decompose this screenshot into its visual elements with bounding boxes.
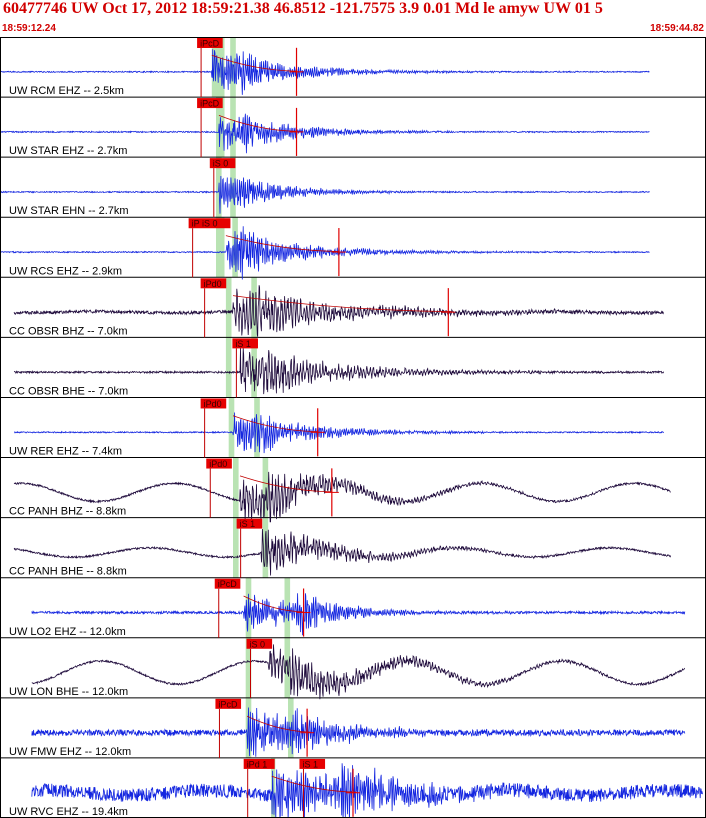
waveform-trace — [13, 528, 672, 576]
pick-flag[interactable] — [200, 398, 227, 409]
panel-background — [0, 37, 706, 818]
trace-label: CC OBSR BHE -- 7.0km — [9, 385, 128, 397]
coda-envelope — [271, 775, 357, 793]
waveform-trace — [31, 763, 703, 818]
pick-flag[interactable] — [200, 278, 227, 289]
pick-label: iPcD — [200, 39, 220, 49]
waveform-trace — [14, 412, 664, 454]
trace-label: UW FMW EHZ -- 12.0km — [9, 746, 131, 758]
waveform-trace — [31, 644, 685, 700]
phase-window — [228, 397, 235, 458]
pick-flag[interactable] — [246, 638, 273, 649]
trace-label: UW STAR EHZ -- 2.7km — [9, 145, 127, 157]
pick-flag[interactable] — [209, 158, 236, 169]
coda-envelope — [211, 54, 297, 72]
pick-flag[interactable] — [197, 98, 223, 109]
waveform-trace — [0, 113, 650, 154]
pick-label: iPcD — [218, 699, 238, 709]
event-title: 60477746 UW Oct 17, 2012 18:59:21.38 46.… — [3, 0, 603, 17]
phase-window — [233, 517, 239, 578]
phase-window — [251, 277, 257, 338]
waveform-trace — [31, 593, 686, 636]
phase-window — [216, 217, 225, 278]
start-time: 18:59:12.24 — [2, 23, 56, 34]
pick-overlays: iPcD iPcD iS 0 iP iS 0 iPd0 iS 1 iPd0 iPd0 iS 1 i… — [188, 38, 456, 818]
phase-window — [251, 337, 257, 398]
trace-label: UW RER EHZ -- 7.4km — [9, 446, 122, 458]
coda-envelope — [232, 295, 452, 312]
pick-flag[interactable] — [236, 518, 263, 529]
pick-label: iPcD — [218, 579, 238, 589]
phase-window — [233, 457, 239, 518]
pick-flag[interactable] — [299, 758, 326, 769]
phase-window — [230, 97, 236, 158]
pick-flag[interactable] — [232, 338, 258, 349]
pick-label: iPd0 — [209, 459, 227, 469]
coda-envelope — [218, 115, 297, 132]
phase-window — [245, 637, 252, 698]
trace-label: CC PANH BHE -- 8.8km — [9, 566, 127, 578]
pick-label: iS 1 — [240, 519, 256, 529]
waveform-trace — [13, 347, 664, 395]
pick-label: iPcD — [200, 99, 220, 109]
waveform-trace — [0, 49, 650, 95]
traces — [0, 49, 706, 818]
trace-label: UW RVC EHZ -- 19.4km — [9, 806, 128, 818]
trace-label: UW LON BHE -- 12.0km — [9, 686, 128, 698]
coda-envelope — [232, 415, 318, 433]
pick-flag[interactable] — [188, 218, 231, 229]
phase-window — [225, 337, 232, 398]
seismogram-panel[interactable]: iPcD iPcD iS 0 iP iS 0 iPd0 iS 1 iPd0 iPd0 iS 1 i… — [0, 37, 706, 818]
end-time: 18:59:44.82 — [650, 23, 704, 34]
pick-label: iS 1 — [302, 759, 318, 769]
phase-window — [225, 277, 232, 338]
pick-flag[interactable] — [197, 38, 223, 48]
coda-envelope — [225, 235, 339, 252]
pick-label: iS 1 — [235, 339, 251, 349]
trace-label: CC PANH BHZ -- 8.8km — [9, 506, 126, 518]
coda-envelope — [239, 475, 332, 493]
pick-label: iPd0 — [204, 279, 222, 289]
waveform-trace — [13, 471, 671, 523]
pick-flag[interactable] — [206, 458, 232, 469]
coda-envelope — [243, 595, 304, 613]
trace-label: CC OBSR BHZ -- 7.0km — [9, 325, 128, 337]
waveform-trace — [31, 707, 686, 757]
waveform-trace — [13, 285, 664, 337]
waveform-trace — [0, 226, 650, 280]
trace-label: UW STAR EHN -- 2.7km — [9, 205, 129, 217]
trace-label: UW RCM EHZ -- 2.5km — [9, 85, 124, 97]
pick-label: iPd0 — [204, 399, 222, 409]
pick-flag[interactable] — [214, 578, 241, 589]
waveform-trace — [0, 175, 650, 214]
pick-label: iP iS 0 — [192, 219, 218, 229]
pick-label: iPd 1 — [247, 759, 268, 769]
trace-label: UW LO2 EHZ -- 12.0km — [9, 626, 126, 638]
phase-window — [262, 457, 269, 518]
pick-flag[interactable] — [243, 758, 275, 769]
event-header: 60477746 UW Oct 17, 2012 18:59:21.38 46.… — [0, 0, 706, 36]
pick-label: iS 0 — [250, 639, 266, 649]
pick-label: iS 0 — [213, 159, 229, 169]
trace-label: UW RCS EHZ -- 2.9km — [9, 265, 122, 277]
pick-flag[interactable] — [215, 698, 242, 709]
coda-envelope — [246, 715, 311, 733]
